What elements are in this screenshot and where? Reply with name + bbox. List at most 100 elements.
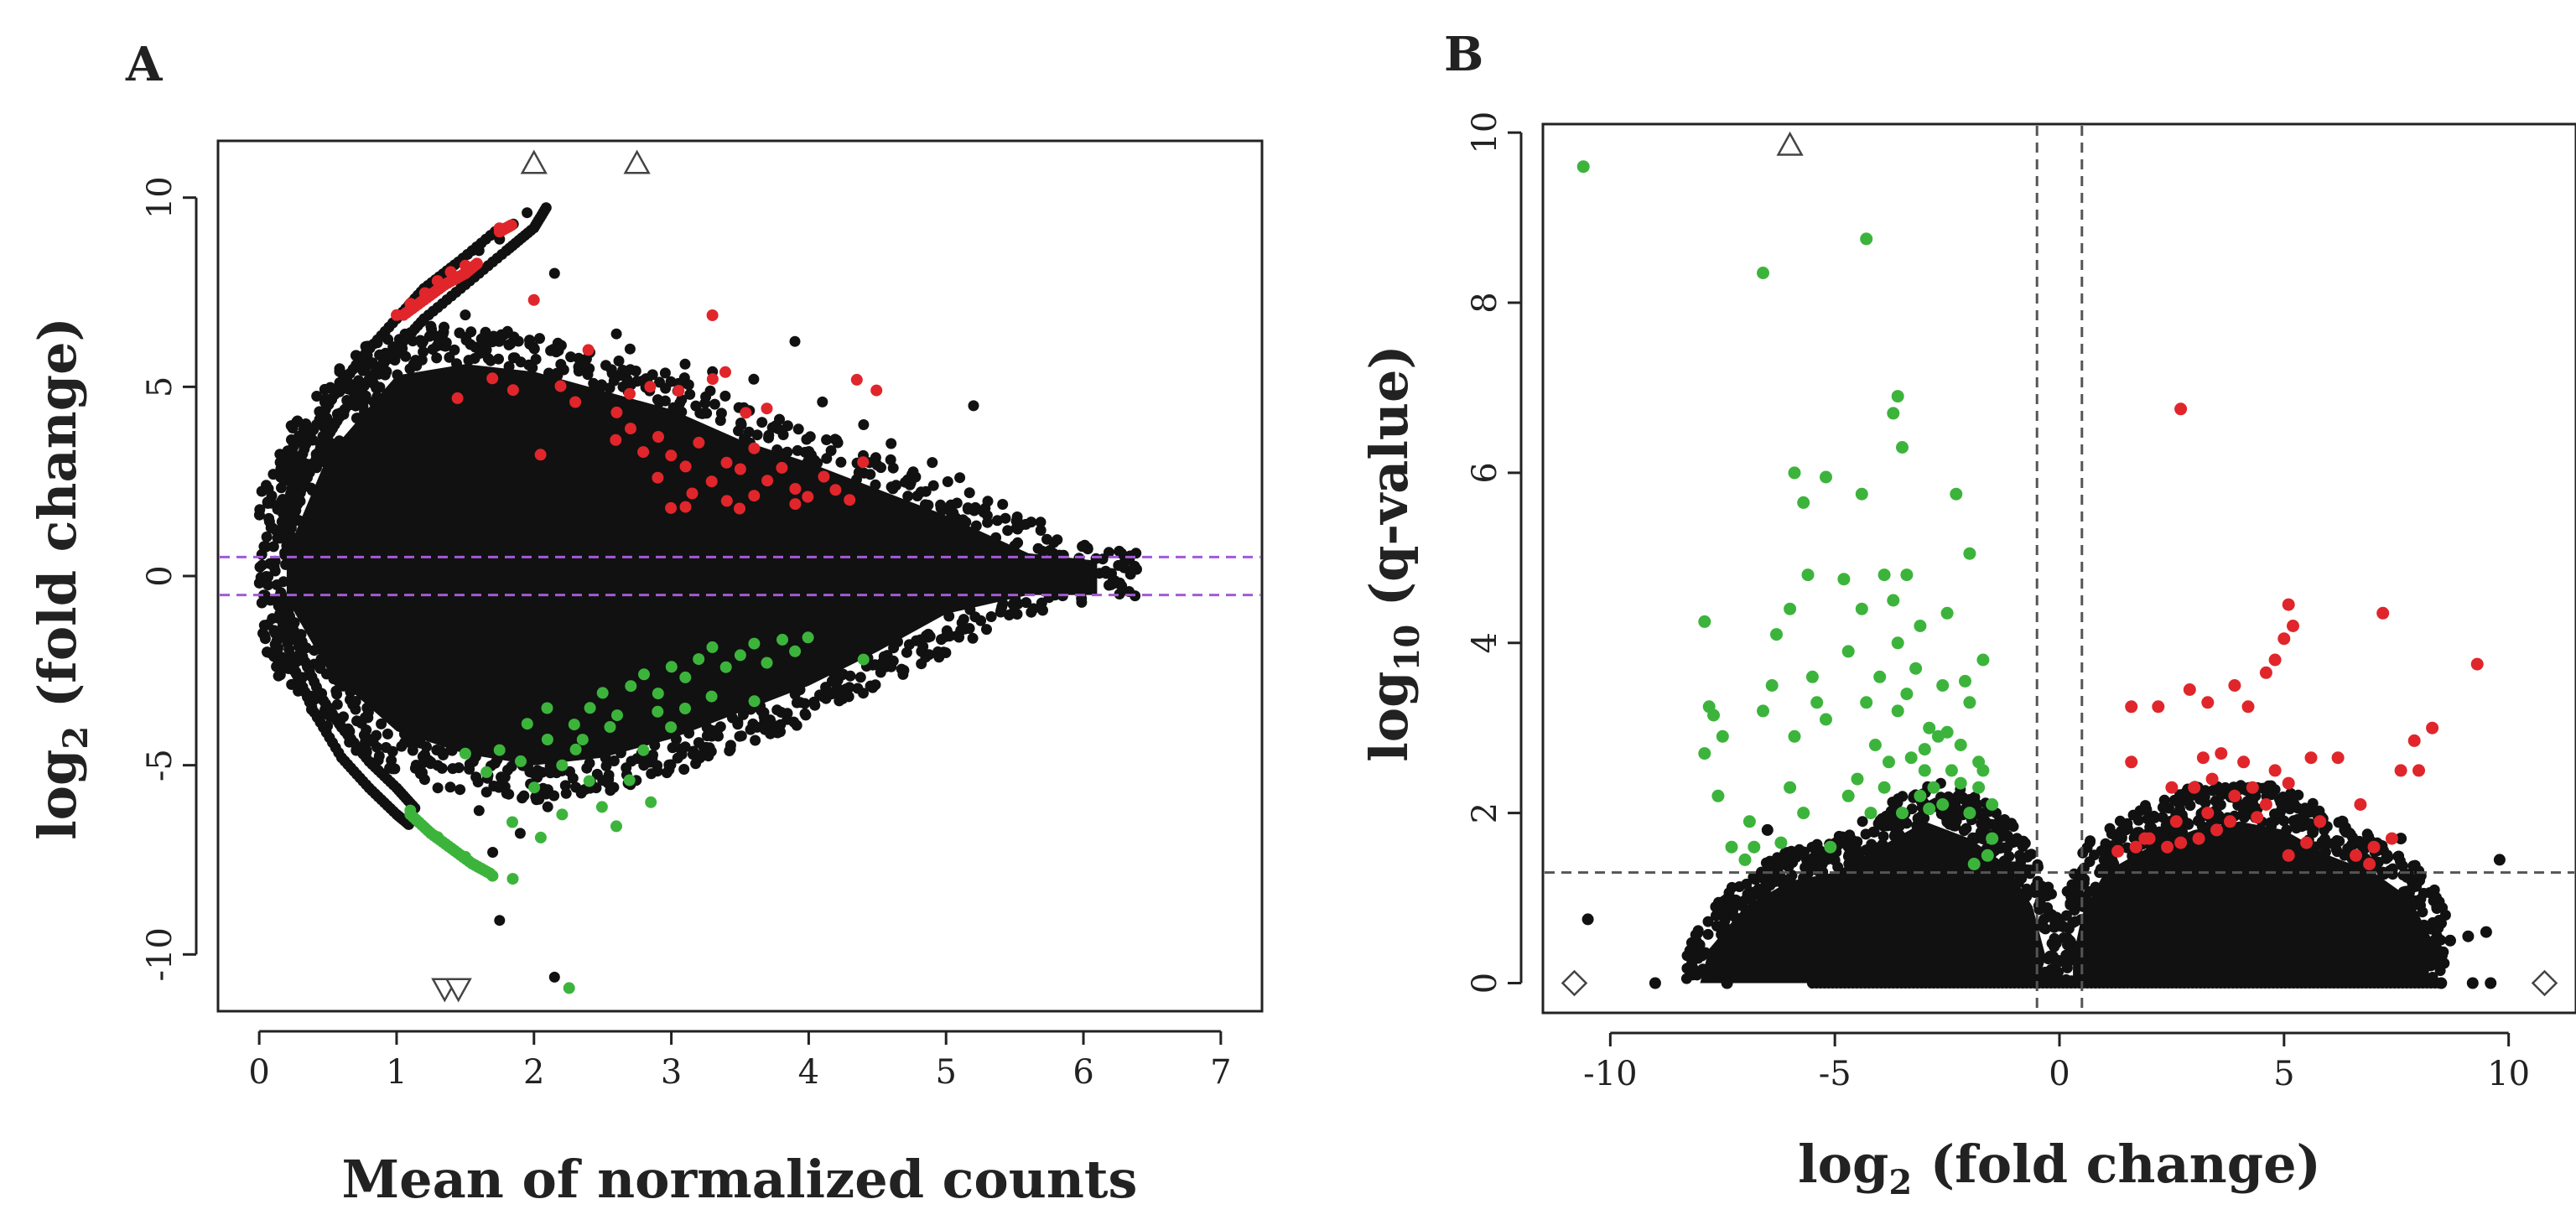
nonsig-point [414, 737, 426, 749]
up-regulated-point [2192, 832, 2205, 845]
panel-b-x-tick-label: 10 [2487, 1055, 2530, 1093]
down-regulated-point [693, 653, 705, 666]
nonsig-point [865, 680, 876, 692]
panel-b-x-axis-title-base: 2 [1888, 1163, 1912, 1202]
down-regulated-point [1797, 807, 1810, 820]
nonsig-point [2336, 815, 2349, 828]
nonsig-point [261, 480, 272, 491]
nonsig-point [1727, 904, 1739, 916]
nonsig-point [924, 631, 936, 642]
nonsig-point [875, 462, 886, 474]
panel-a-letter: A [125, 37, 164, 92]
down-regulated-point [404, 804, 417, 817]
nonsig-point [990, 532, 1002, 543]
nonsig-point [414, 335, 426, 346]
nonsig-point [595, 381, 607, 392]
panel-b-y-tick-label: 2 [1466, 802, 1504, 823]
up-regulated-point [2210, 823, 2223, 837]
nonsig-point [763, 429, 775, 441]
nonsig-point [584, 757, 595, 769]
nonsig-point [1721, 977, 1733, 989]
down-regulated-point [611, 709, 623, 722]
down-regulated-point [1940, 606, 1954, 620]
down-regulated-point [1770, 628, 1783, 641]
up-regulated-point [673, 385, 685, 397]
nonsig-point [2381, 849, 2393, 861]
up-regulated-point [554, 380, 567, 392]
nonsig-point [262, 619, 273, 631]
nonsig-point [271, 579, 283, 590]
up-regulated-point [776, 461, 788, 474]
up-regulated-point [706, 309, 719, 321]
nonsig-point [473, 805, 485, 817]
up-regulated-point [2354, 798, 2367, 811]
nonsig-point [434, 335, 444, 347]
down-regulated-point [1877, 781, 1891, 794]
up-regulated-point [857, 456, 870, 469]
nonsig-point [597, 775, 609, 786]
nonsig-point [439, 321, 449, 333]
nonsig-point [652, 394, 663, 406]
down-regulated-point [1820, 713, 1832, 726]
up-regulated-point [761, 475, 774, 487]
nonsig-point [2432, 948, 2444, 959]
up-regulated-point [2201, 696, 2215, 709]
nonsig-point [376, 718, 387, 729]
panel-b-dense-region [2073, 821, 2433, 984]
down-regulated-point [1757, 267, 1769, 279]
nonsig-point [1992, 823, 2003, 835]
nonsig-point [683, 727, 695, 739]
down-regulated-point [1824, 840, 1837, 854]
nonsig-point [962, 502, 974, 514]
down-regulated-point [1896, 807, 1909, 820]
down-regulated-point [506, 816, 518, 828]
nonsig-point [832, 437, 844, 449]
up-regulated-point [652, 431, 664, 443]
panel-a-x-axis-title: Mean of normalized counts [342, 1149, 1138, 1210]
up-regulated-point [665, 501, 678, 514]
down-regulated-point [1959, 674, 1971, 688]
panel-b-significant-points [1576, 160, 2484, 870]
nonsig-point [900, 476, 911, 488]
nonsig-point [1119, 562, 1130, 574]
up-regulated-point [2282, 598, 2295, 611]
up-regulated-point [748, 442, 761, 454]
nonsig-point [791, 719, 802, 731]
down-regulated-point [1950, 487, 1963, 501]
down-regulated-point [1820, 470, 1832, 484]
up-regulated-point [2174, 836, 2188, 849]
down-regulated-point [1841, 789, 1855, 802]
down-regulated-point [556, 808, 569, 821]
nonsig-point [262, 497, 273, 509]
up-regulated-point [470, 257, 483, 270]
nonsig-point [652, 760, 663, 771]
nonsig-point [2033, 904, 2045, 916]
nonsig-point [954, 472, 966, 484]
down-regulated-point [568, 719, 580, 731]
down-regulated-point [1774, 836, 1788, 849]
nonsig-point [300, 418, 312, 429]
up-regulated-point [2426, 721, 2439, 734]
nonsig-point [582, 369, 594, 381]
up-regulated-point [2201, 807, 2215, 820]
up-regulated-point [2300, 836, 2314, 849]
up-regulated-point [2188, 781, 2201, 794]
nonsig-point [1052, 534, 1063, 546]
nonsig-point [1105, 579, 1117, 590]
panel-a-y-tick-label: -5 [141, 749, 179, 781]
nonsig-point [1680, 973, 1692, 984]
nonsig-point [1713, 896, 1724, 908]
up-regulated-point [2304, 751, 2318, 765]
nonsig-point [1009, 540, 1021, 552]
up-regulated-point [2259, 798, 2272, 811]
down-regulated-point [1923, 721, 1936, 734]
nonsig-point [1763, 861, 1775, 873]
nonsig-point [1702, 916, 1714, 927]
down-regulated-point [1914, 789, 1927, 802]
down-regulated-point [1967, 858, 1981, 870]
nonsig-point [963, 623, 975, 634]
nonsig-point [1912, 812, 1924, 824]
nonsig-point [2184, 800, 2196, 812]
nonsig-point [2090, 881, 2101, 893]
down-regulated-point [1805, 670, 1819, 683]
